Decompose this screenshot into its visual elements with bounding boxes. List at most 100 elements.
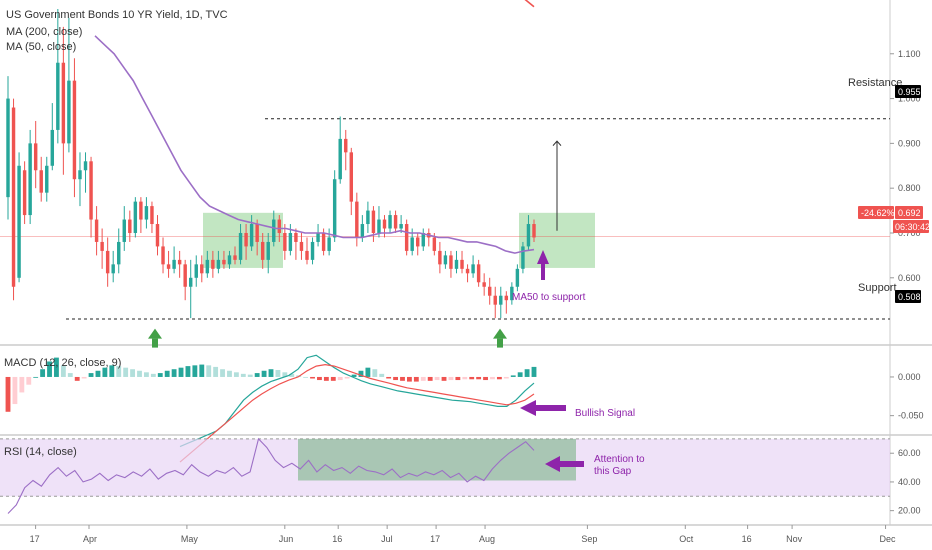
macd-histogram-bar[interactable] xyxy=(109,365,115,377)
macd-histogram-bar[interactable] xyxy=(337,376,343,381)
candle[interactable] xyxy=(111,250,115,283)
candle[interactable] xyxy=(388,210,392,233)
macd-histogram-bar[interactable] xyxy=(54,357,59,377)
candle[interactable] xyxy=(22,161,27,225)
macd-histogram-bar[interactable] xyxy=(26,376,32,385)
candle[interactable] xyxy=(416,232,420,256)
candle[interactable] xyxy=(449,250,453,278)
candle[interactable] xyxy=(404,219,409,256)
macd-histogram-bar[interactable] xyxy=(344,376,350,379)
macd-histogram-bar[interactable] xyxy=(81,376,87,379)
candle[interactable] xyxy=(266,232,270,274)
candle[interactable] xyxy=(460,250,464,274)
candle[interactable] xyxy=(205,250,210,278)
candle[interactable] xyxy=(244,224,248,260)
candle[interactable] xyxy=(6,76,10,220)
candle[interactable] xyxy=(188,259,193,319)
candle[interactable] xyxy=(521,241,525,274)
candle[interactable] xyxy=(238,224,243,265)
candle[interactable] xyxy=(105,237,110,287)
candle[interactable] xyxy=(50,103,55,171)
candle[interactable] xyxy=(371,206,376,242)
macd-histogram-bar[interactable] xyxy=(5,376,11,412)
candle[interactable] xyxy=(399,215,403,233)
candle[interactable] xyxy=(465,264,470,283)
macd-histogram-bar[interactable] xyxy=(469,376,475,380)
candle[interactable] xyxy=(233,246,237,265)
candle[interactable] xyxy=(260,232,265,269)
candle[interactable] xyxy=(510,282,514,305)
macd-histogram-bar[interactable] xyxy=(365,367,371,377)
macd-histogram-bar[interactable] xyxy=(490,376,495,380)
candle[interactable] xyxy=(393,210,398,233)
candle[interactable] xyxy=(17,152,21,283)
macd-histogram-bar[interactable] xyxy=(358,370,364,377)
macd-histogram-bar[interactable] xyxy=(254,373,260,377)
macd-histogram-bar[interactable] xyxy=(330,376,336,381)
macd-histogram-bar[interactable] xyxy=(406,376,412,382)
candle[interactable] xyxy=(200,255,204,283)
macd-histogram-bar[interactable] xyxy=(233,372,239,377)
candle[interactable] xyxy=(338,116,342,184)
macd-histogram-bar[interactable] xyxy=(413,376,419,382)
macd-histogram-bar[interactable] xyxy=(206,365,212,377)
macd-histogram-bar[interactable] xyxy=(157,373,163,377)
candle[interactable] xyxy=(438,241,442,274)
candle[interactable] xyxy=(487,277,492,305)
macd-histogram-bar[interactable] xyxy=(303,376,309,378)
macd-histogram-bar[interactable] xyxy=(150,373,156,377)
macd-histogram-bar[interactable] xyxy=(261,370,267,377)
candle[interactable] xyxy=(211,250,215,278)
candle[interactable] xyxy=(504,291,509,314)
macd-histogram-bar[interactable] xyxy=(282,372,288,377)
candle[interactable] xyxy=(382,215,387,238)
candle[interactable] xyxy=(172,246,176,274)
rsi-pane[interactable] xyxy=(0,437,890,514)
candle[interactable] xyxy=(482,273,486,296)
macd-histogram-bar[interactable] xyxy=(510,375,516,377)
macd-histogram-bar[interactable] xyxy=(116,366,122,377)
macd-histogram-bar[interactable] xyxy=(88,373,94,377)
macd-histogram-bar[interactable] xyxy=(247,374,253,377)
macd-histogram-bar[interactable] xyxy=(137,370,142,377)
candle[interactable] xyxy=(316,224,320,247)
candle[interactable] xyxy=(100,228,104,269)
candle[interactable] xyxy=(144,197,149,229)
candle[interactable] xyxy=(443,250,448,269)
candle[interactable] xyxy=(216,250,221,274)
candle[interactable] xyxy=(349,147,354,216)
candle[interactable] xyxy=(28,129,32,225)
candle[interactable] xyxy=(283,224,287,260)
macd-histogram-bar[interactable] xyxy=(386,376,392,379)
candle[interactable] xyxy=(421,228,425,251)
candle[interactable] xyxy=(94,206,99,256)
macd-histogram-bar[interactable] xyxy=(74,376,80,381)
candle[interactable] xyxy=(166,250,171,278)
macd-histogram-bar[interactable] xyxy=(130,369,136,377)
candle[interactable] xyxy=(128,210,132,242)
candle[interactable] xyxy=(454,250,459,274)
macd-histogram-bar[interactable] xyxy=(351,374,357,377)
macd-histogram-bar[interactable] xyxy=(220,369,225,377)
macd-histogram-bar[interactable] xyxy=(199,364,205,377)
macd-histogram-bar[interactable] xyxy=(164,370,170,377)
candle[interactable] xyxy=(117,228,121,274)
macd-histogram-bar[interactable] xyxy=(143,372,149,377)
macd-histogram-bar[interactable] xyxy=(517,372,523,377)
candle[interactable] xyxy=(476,259,481,287)
candle[interactable] xyxy=(33,120,38,189)
candle[interactable] xyxy=(305,237,309,265)
candle[interactable] xyxy=(139,197,143,233)
candle[interactable] xyxy=(183,259,187,301)
candle[interactable] xyxy=(194,255,198,287)
candle[interactable] xyxy=(532,219,536,242)
macd-histogram-bar[interactable] xyxy=(524,369,530,377)
macd-histogram-bar[interactable] xyxy=(323,376,329,381)
candle[interactable] xyxy=(72,58,77,198)
candle[interactable] xyxy=(294,228,298,260)
macd-histogram-bar[interactable] xyxy=(240,373,246,377)
candle[interactable] xyxy=(227,250,232,269)
macd-histogram-bar[interactable] xyxy=(483,376,488,381)
candle[interactable] xyxy=(299,232,304,260)
